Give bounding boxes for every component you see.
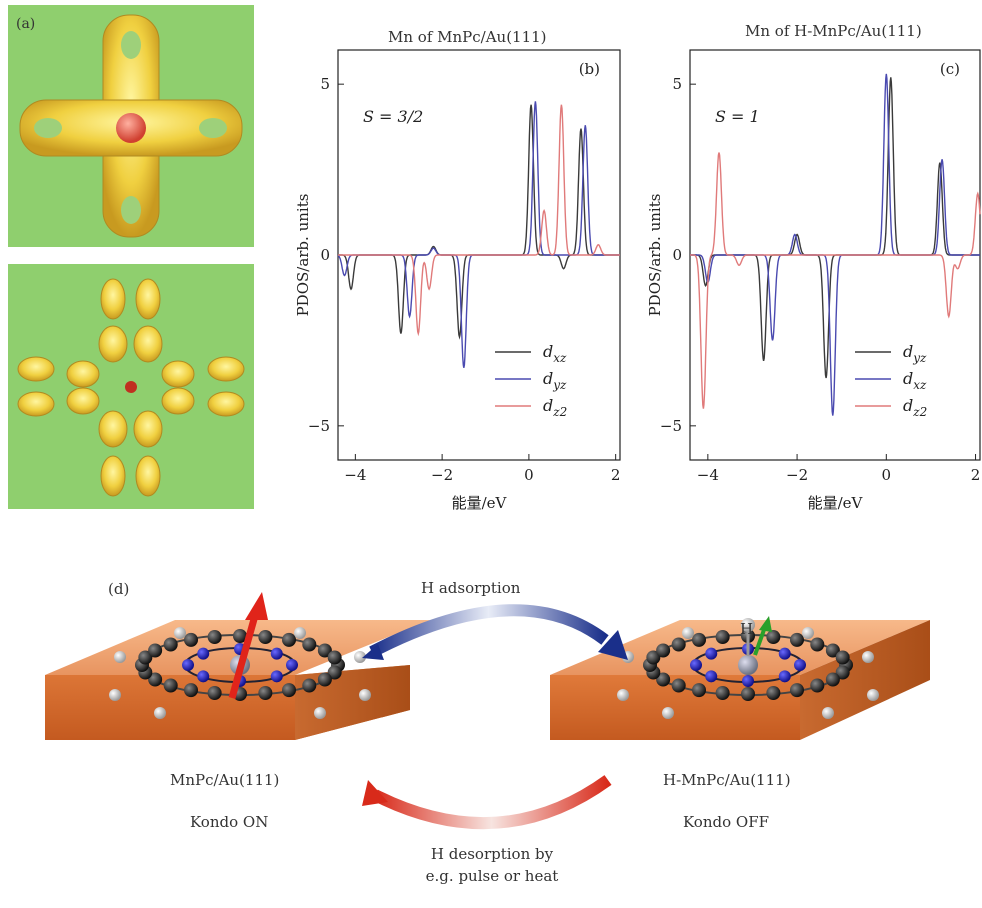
x-tick-label: −4 [697, 466, 719, 484]
left-kondo-state: Kondo ON [190, 813, 269, 831]
x-tick-label: −2 [786, 466, 808, 484]
chart-b: −4 −2 0 2 −5 0 5 能量/eV PDOS/arb. units (b) S = 3/2… [294, 49, 621, 512]
panel-label: (c) [940, 60, 960, 78]
legend-entry: dz2 [903, 396, 927, 419]
desorption-label-line1: H desorption by [430, 845, 554, 863]
desorption-arrow [362, 775, 612, 830]
series-line-dz2 [338, 104, 620, 337]
right-kondo-state: Kondo OFF [683, 813, 770, 831]
legend-entry: dyz [903, 342, 927, 365]
y-tick-label: 0 [672, 246, 682, 264]
spin-arrow-red [228, 592, 268, 699]
x-tick-label: 0 [882, 466, 892, 484]
h-atom-label: H [740, 620, 754, 638]
series-line-dxz [338, 104, 620, 340]
panel-d-label: (d) [108, 580, 130, 598]
y-tick-label: −5 [308, 417, 330, 435]
x-tick-label: −4 [344, 466, 366, 484]
x-tick-label: 2 [611, 466, 621, 484]
left-system-name: MnPc/Au(111) [170, 771, 280, 789]
series-line-dz2 [690, 152, 981, 409]
x-tick-label: 2 [971, 466, 981, 484]
legend-entry: dyz [543, 369, 567, 392]
x-axis-label: 能量/eV [452, 494, 508, 512]
spin-annotation: S = 1 [715, 107, 760, 126]
left-molecule [109, 627, 371, 719]
stm-image-top [8, 5, 254, 247]
stm-top-graphic [19, 14, 243, 238]
desorption-label-line2: e.g. pulse or heat [425, 867, 559, 885]
chart-c-title: Mn of H-MnPc/Au(111) [745, 22, 922, 40]
adsorption-arrow [362, 604, 628, 660]
stm-bottom-graphic [17, 278, 245, 497]
y-tick-label: −5 [660, 417, 682, 435]
y-tick-label: 5 [672, 75, 682, 93]
y-tick-label: 0 [320, 246, 330, 264]
scheme-graphic [45, 592, 930, 830]
right-molecule [617, 627, 879, 719]
stm-image-bottom [8, 264, 254, 509]
chart-c: −4 −2 0 2 −5 0 5 能量/eV PDOS/arb. units (c) S = 1 dy… [646, 49, 981, 512]
legend-entry: dxz [543, 342, 567, 365]
x-tick-label: −2 [431, 466, 453, 484]
legend-entry: dxz [903, 369, 927, 392]
right-substrate [550, 620, 930, 740]
adsorption-label: H adsorption [421, 579, 521, 597]
h-atom [741, 618, 755, 656]
legend-entry: dz2 [543, 396, 567, 419]
panel-a-label: (a) [16, 16, 36, 32]
y-axis-label: PDOS/arb. units [294, 194, 312, 317]
panel-label: (b) [579, 60, 600, 78]
x-tick-label: 0 [524, 466, 534, 484]
y-axis-label: PDOS/arb. units [646, 194, 664, 317]
x-axis-label: 能量/eV [808, 494, 864, 512]
y-tick-label: 5 [320, 75, 330, 93]
spin-arrow-green [753, 616, 772, 656]
right-system-name: H-MnPc/Au(111) [663, 771, 791, 789]
spin-annotation: S = 3/2 [363, 107, 423, 126]
series-line-dyz [337, 101, 620, 368]
chart-b-title: Mn of MnPc/Au(111) [388, 28, 547, 46]
